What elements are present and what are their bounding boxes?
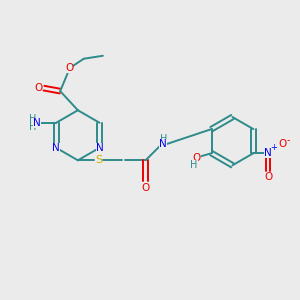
Text: N: N xyxy=(264,148,272,158)
Text: O: O xyxy=(193,153,201,163)
Text: O: O xyxy=(142,183,150,193)
Text: N: N xyxy=(96,143,104,153)
Text: -: - xyxy=(286,135,290,145)
Text: N: N xyxy=(33,118,41,128)
Text: H: H xyxy=(29,122,36,132)
Text: O: O xyxy=(65,63,73,73)
Text: H: H xyxy=(190,160,198,170)
Text: O: O xyxy=(34,83,42,93)
Text: N: N xyxy=(52,143,60,153)
Text: O: O xyxy=(279,140,287,149)
Text: H: H xyxy=(160,134,167,144)
Text: S: S xyxy=(95,155,102,165)
Text: O: O xyxy=(264,172,272,182)
Text: +: + xyxy=(271,143,278,152)
Text: N: N xyxy=(159,139,167,149)
Text: H: H xyxy=(29,114,36,124)
